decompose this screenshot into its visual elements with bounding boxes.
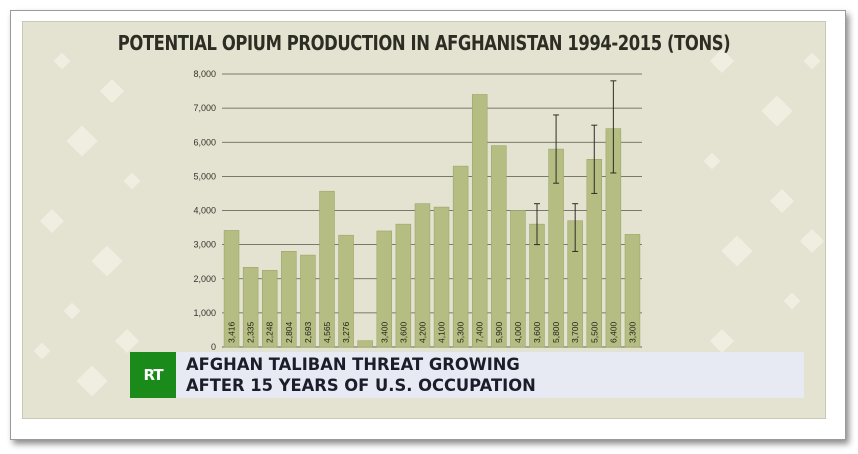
rt-logo: RT — [130, 352, 176, 398]
data-label: 4,565 — [322, 321, 332, 343]
y-tick-label: 7,000 — [193, 103, 216, 113]
y-tick-label: 5,000 — [193, 171, 216, 181]
y-tick-labels: 0 1,000 2,000 3,000 4,000 5,000 6,000 7,000 8,00… — [193, 69, 216, 352]
error-bar — [553, 114, 560, 184]
diamond-shape — [703, 152, 721, 170]
diamond-shape — [53, 52, 71, 70]
data-label: 3,400 — [379, 321, 389, 343]
data-label: 5,800 — [551, 321, 561, 343]
diamond-shape — [76, 365, 108, 397]
data-label: 3,276 — [341, 321, 351, 343]
bar — [261, 269, 278, 348]
y-tick-label: 0 — [211, 342, 216, 352]
bar — [452, 165, 469, 348]
data-label: 7,400 — [475, 321, 485, 343]
data-label: 3,600 — [398, 321, 408, 343]
data-label: 4,000 — [513, 321, 523, 343]
bar — [338, 234, 354, 348]
error-bars — [534, 80, 617, 252]
data-label: 2,248 — [265, 321, 275, 343]
bar — [281, 251, 297, 348]
data-label: 5,500 — [589, 321, 599, 343]
data-label: 3,700 — [570, 321, 580, 343]
data-label: 3,416 — [227, 321, 237, 343]
error-bar — [591, 124, 598, 194]
bar — [624, 234, 641, 348]
data-label: 2,693 — [303, 321, 313, 343]
bar — [433, 206, 450, 348]
bar — [300, 254, 316, 348]
data-label: 3,300 — [627, 321, 637, 343]
data-label: 6,400 — [608, 321, 618, 343]
news-banner — [130, 352, 804, 398]
error-bar — [610, 80, 617, 174]
data-label: 5,300 — [456, 321, 466, 343]
y-tick-label: 3,000 — [193, 240, 216, 250]
y-tick-label: 6,000 — [193, 137, 216, 147]
diamond-shape — [91, 245, 123, 277]
headline-line-2: AFTER 15 YEARS OF U.S. OCCUPATION — [186, 376, 536, 396]
bar — [376, 230, 393, 348]
bar — [395, 223, 412, 348]
bar — [242, 267, 259, 348]
data-label: 5,900 — [494, 321, 504, 343]
bar — [357, 340, 373, 348]
data-label: 4,200 — [417, 321, 427, 343]
bar — [414, 203, 431, 348]
bar — [471, 94, 488, 348]
y-tick-label: 2,000 — [193, 274, 216, 284]
error-bar — [572, 203, 579, 252]
bar — [510, 210, 526, 348]
error-bar — [534, 203, 540, 246]
bar — [491, 145, 507, 348]
diamond-shape — [66, 125, 98, 157]
bar — [319, 190, 335, 348]
diamond-shape — [63, 302, 81, 320]
data-label: 2,335 — [246, 321, 256, 343]
diamond-shape — [99, 78, 125, 104]
bars — [223, 94, 641, 348]
headline-line-1: AFGHAN TALIBAN THREAT GROWING — [186, 355, 520, 375]
diamond-shape — [114, 328, 140, 354]
y-tick-label: 8,000 — [193, 69, 216, 79]
data-labels: 3,416 2,335 2,248 2,804 2,693 4,565 3,276 3,400… — [227, 321, 638, 343]
bar — [223, 230, 240, 348]
data-label: 3,600 — [532, 321, 542, 343]
y-tick-label: 1,000 — [193, 308, 216, 318]
diamond-pattern-background — [33, 48, 825, 397]
chart-title: POTENTIAL OPIUM PRODUCTION IN AFGHANISTA… — [117, 31, 731, 55]
y-tick-label: 4,000 — [193, 206, 216, 216]
data-label: 4,100 — [437, 321, 447, 343]
diamond-shape — [39, 208, 65, 234]
diamond-shape — [783, 292, 801, 310]
diamond-shape — [803, 52, 821, 70]
data-label: 2,804 — [284, 321, 294, 343]
rt-logo-text: RT — [143, 366, 163, 384]
